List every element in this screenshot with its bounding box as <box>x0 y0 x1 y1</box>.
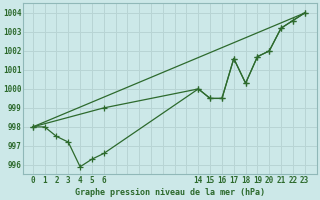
X-axis label: Graphe pression niveau de la mer (hPa): Graphe pression niveau de la mer (hPa) <box>75 188 265 197</box>
